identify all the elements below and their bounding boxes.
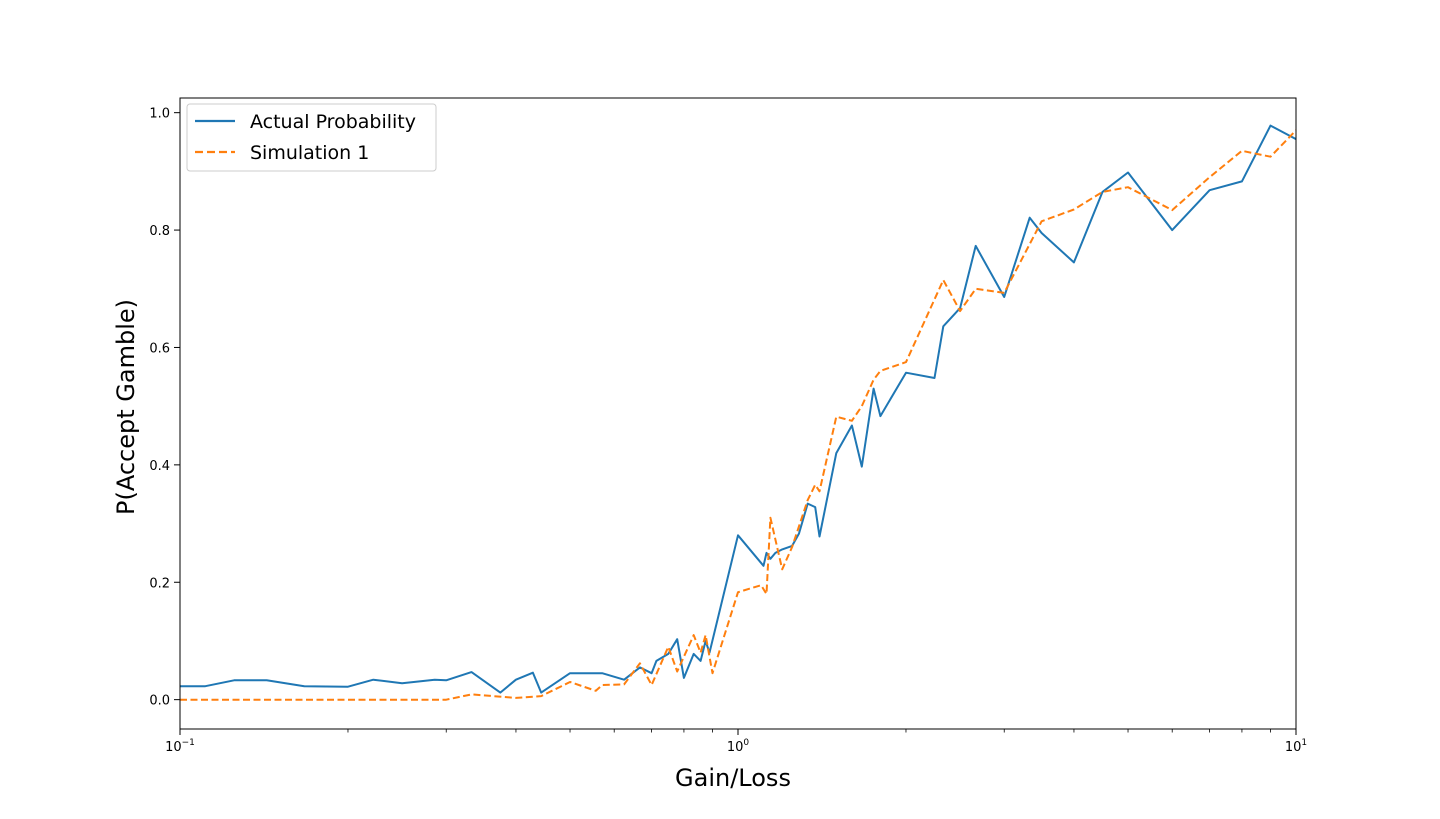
y-tick-label: 0.8: [149, 224, 170, 239]
series-layer: [180, 124, 1297, 701]
legend-label-simulation-1: Simulation 1: [250, 142, 369, 164]
x-tick-exponent: 1: [1301, 738, 1307, 748]
legend: Actual Probability Simulation 1: [186, 103, 437, 172]
y-tick-label: 0.2: [149, 576, 170, 591]
x-tick-exponent: 0: [743, 738, 749, 748]
y-tick-label: 0.6: [149, 341, 170, 356]
y-tick-label: 0.0: [149, 694, 170, 709]
legend-box: [186, 103, 437, 172]
x-axis-label: Gain/Loss: [675, 764, 791, 792]
y-axis-ticks: 0.0 0.2 0.4 0.6 0.8 1.0: [149, 107, 180, 709]
y-tick-label: 1.0: [149, 107, 170, 122]
y-tick-label: 0.4: [149, 459, 170, 474]
x-tick-exponent: −1: [182, 738, 195, 748]
legend-label-actual-probability: Actual Probability: [250, 111, 416, 133]
y-axis-label: P(Accept Gamble): [112, 299, 140, 515]
series-line-simulation-1: [180, 129, 1297, 701]
